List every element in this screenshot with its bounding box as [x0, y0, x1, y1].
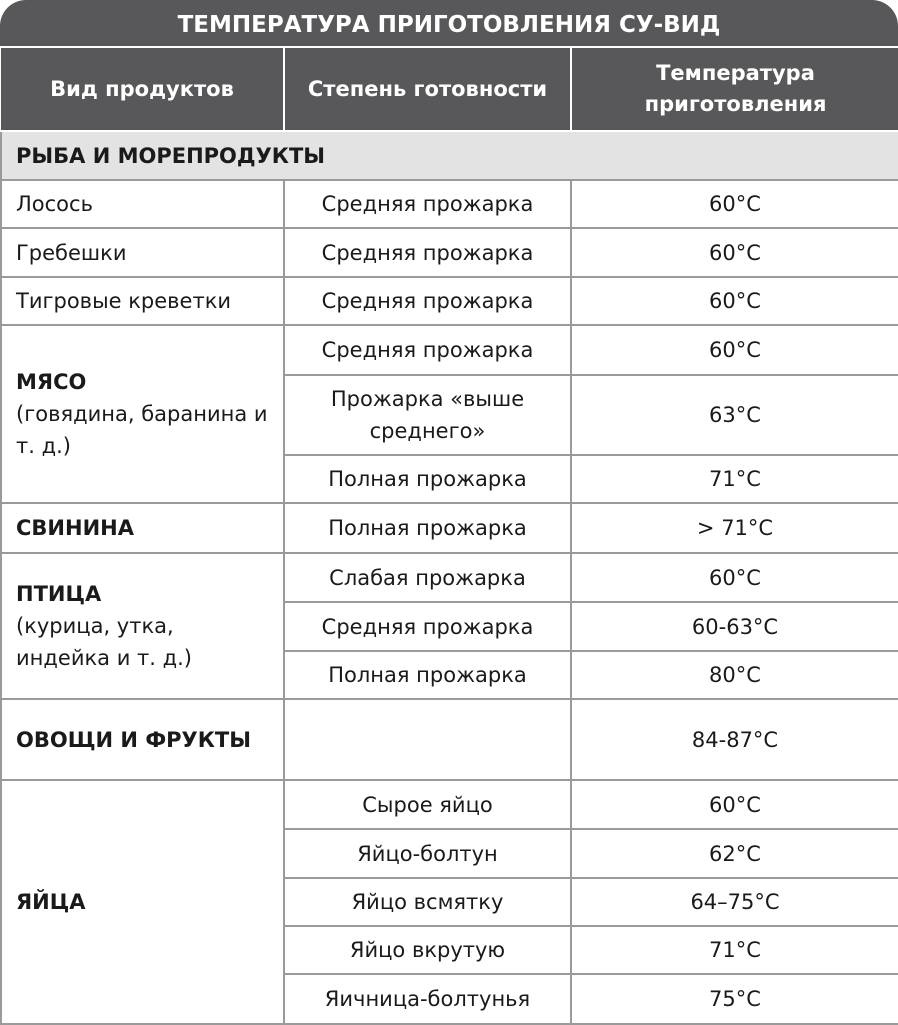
poultry-label: ПТИЦА	[16, 582, 102, 606]
doneness-cell: Яйцо всмятку	[283, 877, 572, 927]
temp-cell: 60°C	[570, 179, 898, 229]
table-row: МЯСО (говядина, баранина и т. д.) Средняя …	[0, 324, 898, 504]
doneness-cell: Яйцо-болтун	[283, 828, 572, 879]
temp-cell: 80°C	[570, 650, 898, 700]
doneness-cell: Полная прожарка	[283, 454, 572, 504]
doneness-cell: Средняя прожарка	[283, 179, 572, 229]
table-row: ОВОЩИ И ФРУКТЫ 84-87°C	[0, 698, 898, 781]
doneness-cell: Средняя прожарка	[283, 324, 572, 376]
product-meat: МЯСО (говядина, баранина и т. д.)	[0, 324, 285, 504]
temp-cell: 84-87°C	[570, 698, 898, 781]
table-row: Полная прожарка 80°C	[1, 650, 898, 700]
meat-sub: (говядина, баранина и т. д.)	[16, 402, 268, 458]
temp-cell: 60°C	[570, 779, 898, 830]
temp-cell: 71°C	[570, 454, 898, 504]
table-row: Полная прожарка 71°C	[1, 454, 898, 504]
temp-cell: 60°C	[570, 552, 898, 603]
product-cell: Лосось	[0, 179, 285, 229]
temperature-table: Вид продуктов Степень готовности Темпера…	[0, 48, 898, 1025]
temp-cell: 64–75°C	[570, 877, 898, 927]
doneness-cell: Полная прожарка	[283, 650, 572, 700]
doneness-cell: Средняя прожарка	[283, 227, 572, 278]
doneness-cell: Яичница-болтунья	[283, 973, 572, 1025]
header-temp: Температура приготовления	[570, 48, 898, 132]
table-row: ПТИЦА (курица, утка, индейка и т. д.) Слаб…	[0, 552, 898, 700]
product-poultry: ПТИЦА (курица, утка, индейка и т. д.)	[0, 552, 285, 700]
doneness-cell: Полная прожарка	[283, 502, 572, 554]
table-row: Лосось Средняя прожарка 60°C	[0, 179, 898, 229]
product-pork: СВИНИНА	[0, 502, 285, 554]
product-cell: Тигровые креветки	[0, 276, 285, 326]
temp-cell: 60°C	[570, 276, 898, 326]
doneness-cell: Слабая прожарка	[283, 552, 572, 603]
header-doneness: Степень готовности	[283, 48, 572, 132]
temp-cell: 71°C	[570, 925, 898, 975]
table-row: ЯЙЦА Сырое яйцо 60°C	[0, 779, 898, 1025]
poultry-sub: (курица, утка, индейка и т. д.)	[16, 614, 192, 670]
meat-label: МЯСО	[16, 370, 87, 394]
temp-cell: 60°C	[570, 324, 898, 376]
table-row: Яйцо-болтун 62°C	[1, 828, 898, 879]
doneness-cell: Яйцо вкрутую	[283, 925, 572, 975]
product-eggs: ЯЙЦА	[0, 779, 285, 1025]
table-row: Яйцо вкрутую 71°C	[1, 925, 898, 975]
temp-cell: 60-63°C	[570, 601, 898, 652]
temp-cell: 63°C	[570, 374, 898, 456]
table-row: Средняя прожарка 60-63°C	[1, 601, 898, 652]
table-row: Яичница-болтунья 75°C	[1, 973, 898, 1025]
table-row: Тигровые креветки Средняя прожарка 60°C	[0, 276, 898, 326]
doneness-cell: Средняя прожарка	[283, 276, 572, 326]
table-title: ТЕМПЕРАТУРА ПРИГОТОВЛЕНИЯ СУ-ВИД	[0, 0, 898, 48]
category-row-fish: РЫБА И МОРЕПРОДУКТЫ	[0, 130, 898, 181]
temp-cell: 75°C	[570, 973, 898, 1025]
doneness-cell	[283, 698, 572, 781]
temp-cell: 62°C	[570, 828, 898, 879]
header-product: Вид продуктов	[1, 48, 285, 132]
doneness-cell: Средняя прожарка	[283, 601, 572, 652]
table-row: Яйцо всмятку 64–75°C	[1, 877, 898, 927]
table-row: СВИНИНА Полная прожарка > 71°C	[0, 502, 898, 554]
category-fish: РЫБА И МОРЕПРОДУКТЫ	[0, 130, 898, 181]
product-cell: Гребешки	[0, 227, 285, 278]
temp-cell: > 71°C	[570, 502, 898, 554]
doneness-cell: Сырое яйцо	[283, 779, 572, 830]
temp-cell: 60°C	[570, 227, 898, 278]
table-row: Прожарка «выше среднего» 63°C	[1, 374, 898, 456]
header-row: Вид продуктов Степень готовности Темпера…	[1, 48, 898, 132]
product-veg: ОВОЩИ И ФРУКТЫ	[0, 698, 285, 781]
table-row: Гребешки Средняя прожарка 60°C	[0, 227, 898, 278]
doneness-cell: Прожарка «выше среднего»	[283, 374, 572, 456]
